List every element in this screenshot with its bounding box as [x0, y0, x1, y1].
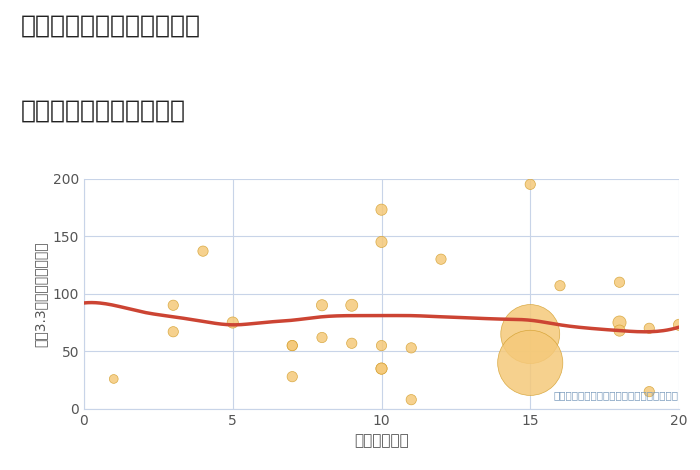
- Point: [346, 339, 357, 347]
- Text: 大阪府堺市堺区文珠橋通の: 大阪府堺市堺区文珠橋通の: [21, 14, 201, 38]
- Point: [316, 302, 328, 309]
- Point: [346, 302, 357, 309]
- Point: [227, 319, 238, 326]
- Point: [644, 324, 655, 332]
- Point: [614, 278, 625, 286]
- Point: [287, 342, 298, 349]
- Point: [614, 327, 625, 334]
- Point: [108, 375, 119, 383]
- Point: [525, 359, 536, 367]
- Point: [197, 247, 209, 255]
- Point: [435, 256, 447, 263]
- Point: [554, 282, 566, 290]
- Text: 円の大きさは、取引のあった物件面積を示す: 円の大きさは、取引のあった物件面積を示す: [554, 390, 679, 400]
- Point: [376, 342, 387, 349]
- Point: [644, 388, 655, 395]
- Point: [376, 206, 387, 213]
- Point: [406, 344, 417, 352]
- Y-axis label: 坪（3.3㎡）単価（万円）: 坪（3.3㎡）単価（万円）: [33, 241, 47, 346]
- Point: [406, 396, 417, 403]
- Point: [168, 302, 179, 309]
- Point: [376, 238, 387, 246]
- Point: [376, 365, 387, 372]
- Point: [316, 334, 328, 341]
- Point: [287, 342, 298, 349]
- Point: [376, 365, 387, 372]
- Text: 駅距離別中古戸建て価格: 駅距離別中古戸建て価格: [21, 99, 186, 123]
- X-axis label: 駅距離（分）: 駅距離（分）: [354, 433, 409, 448]
- Point: [525, 330, 536, 338]
- Point: [287, 373, 298, 380]
- Point: [525, 180, 536, 188]
- Point: [673, 321, 685, 329]
- Point: [168, 328, 179, 336]
- Point: [614, 319, 625, 326]
